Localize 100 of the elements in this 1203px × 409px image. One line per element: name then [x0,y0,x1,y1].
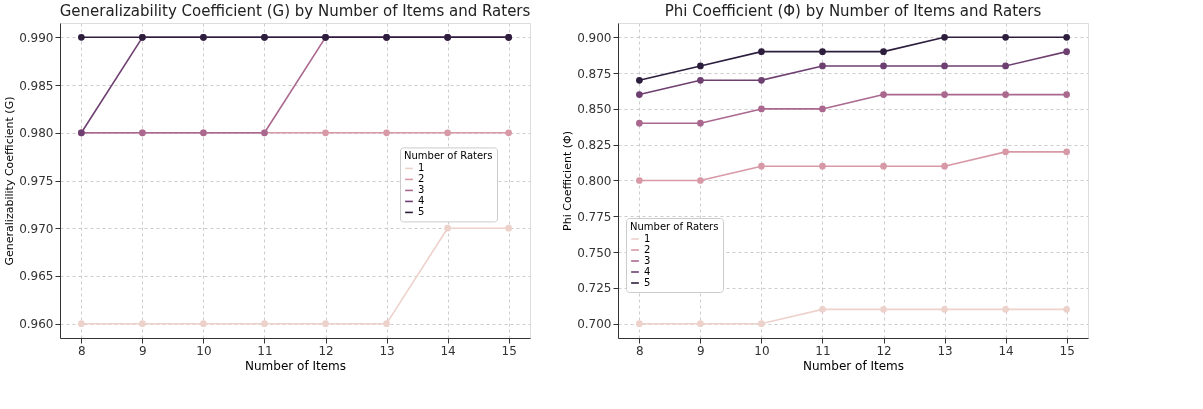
point [636,91,643,98]
x-tick-label: 8 [636,343,644,358]
x-tick-label: 11 [257,343,273,358]
x-tick-label: 9 [139,343,147,358]
y-tick-label: 0.700 [577,317,612,332]
point [1002,62,1009,70]
point [941,33,948,41]
point [322,129,329,137]
y-tick-label: 0.850 [577,102,612,117]
legend-label: 2 [644,244,651,255]
x-tick-label: 15 [501,343,517,358]
point [1063,33,1070,41]
x-axis-title: Number of Items [245,358,346,373]
point [1063,306,1070,313]
point [636,320,643,328]
x-tick-label: 12 [318,343,334,358]
y-tick-label: 0.750 [577,245,612,260]
legend-label: 4 [418,195,425,207]
point [1063,48,1070,55]
x-tick-label: 9 [697,343,705,358]
legend-label: 3 [644,255,651,266]
point [880,306,887,313]
point [1002,91,1009,98]
legend-title: Number of Raters [630,221,719,232]
point [697,76,704,84]
point [758,76,765,84]
x-tick-label: 8 [78,343,86,358]
y-axis-title: Phi Coefficient (Φ) [561,131,575,231]
point [505,224,512,232]
y-tick-label: 0.775 [577,209,612,224]
point [697,320,704,328]
legend-label: 5 [418,206,425,218]
legend-title: Number of Raters [404,150,493,162]
x-tick-label: 10 [754,343,770,358]
point [697,177,704,184]
point [1002,33,1009,41]
y-tick-label: 0.825 [577,138,612,153]
point [758,320,765,328]
point [505,129,512,137]
y-tick-label: 0.960 [19,317,54,332]
x-tick-label: 13 [937,343,953,358]
point [1063,148,1070,156]
point [880,91,887,98]
point [941,162,948,170]
y-tick-label: 0.900 [577,30,612,45]
legend-label: 5 [644,277,651,288]
legend-label: 1 [418,162,425,174]
x-tick-label: 12 [876,343,892,358]
y-tick-label: 0.725 [577,281,612,296]
y-tick-label: 0.965 [19,269,54,284]
point [200,320,207,328]
point [636,177,643,184]
legend-label: 2 [418,173,425,185]
point [819,62,826,70]
x-tick-label: 15 [1059,343,1075,358]
point [78,320,85,328]
point [697,119,704,127]
point [941,306,948,313]
y-tick-label: 0.970 [19,221,54,236]
point [636,119,643,127]
y-tick-label: 0.990 [19,30,54,45]
x-tick-label: 13 [379,343,395,358]
point [139,320,146,328]
point [758,48,765,55]
point [819,48,826,55]
legend-label: 3 [418,184,425,196]
point [78,33,85,41]
point [383,320,390,328]
y-axis-title: Generalizability Coefficient (G) [3,96,17,266]
point [444,129,451,137]
point [322,320,329,328]
y-tick-label: 0.875 [577,66,612,81]
point [636,76,643,84]
point [941,91,948,98]
point [758,162,765,170]
point [819,162,826,170]
point [383,129,390,137]
point [758,105,765,113]
point [1002,306,1009,313]
x-tick-label: 14 [998,343,1014,358]
point [819,105,826,113]
point [941,62,948,70]
point [880,162,887,170]
point [880,48,887,55]
point [1002,148,1009,156]
chart-title: Phi Coefficient (Φ) by Number of Items and Raters [664,2,1042,20]
point [697,62,704,70]
x-axis-title: Number of Items [803,358,904,373]
x-tick-label: 10 [196,343,212,358]
y-tick-label: 0.975 [19,174,54,188]
x-tick-label: 14 [440,343,456,358]
y-tick-label: 0.800 [577,174,612,188]
y-tick-label: 0.980 [19,126,54,141]
legend-label: 4 [644,266,651,277]
point [444,224,451,232]
point [261,320,268,328]
point [1063,91,1070,98]
x-tick-label: 11 [815,343,831,358]
point [819,306,826,313]
y-tick-label: 0.985 [19,78,54,93]
